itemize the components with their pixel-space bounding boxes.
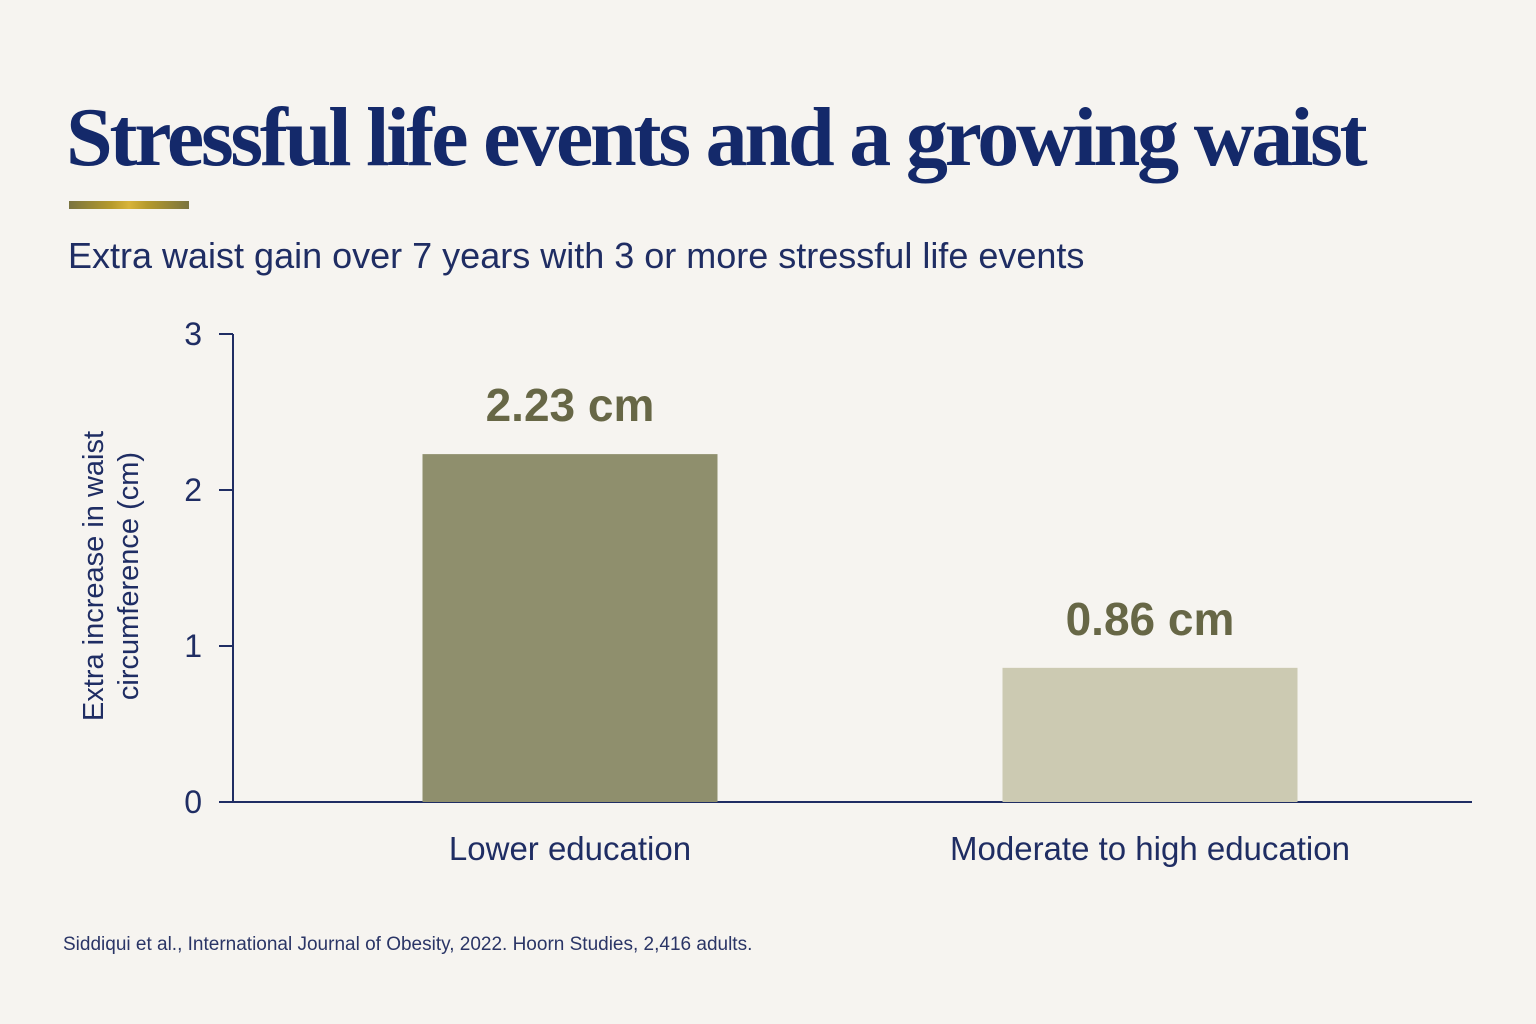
bar-value-label: 0.86 cm bbox=[1066, 593, 1235, 645]
y-axis-label-line-2: circumference (cm) bbox=[113, 452, 145, 700]
x-category-label: Lower education bbox=[449, 830, 691, 867]
y-axis-label: Extra increase in waist circumference (c… bbox=[78, 431, 145, 721]
source-citation: Siddiqui et al., International Journal o… bbox=[63, 934, 753, 955]
chart-title: Stressful life events and a growing wais… bbox=[66, 91, 1368, 184]
title-underline-accent bbox=[69, 201, 189, 209]
y-tick-label: 0 bbox=[184, 784, 202, 820]
y-tick-label: 2 bbox=[184, 472, 202, 508]
bar-value-label: 2.23 cm bbox=[486, 379, 655, 431]
bar bbox=[422, 454, 718, 802]
x-category-label: Moderate to high education bbox=[950, 830, 1350, 867]
plot-area: 0 1 2 3 2.23 cm Lower education 0.86 cm Moderat… bbox=[184, 316, 1472, 867]
y-tick-label: 1 bbox=[184, 628, 202, 664]
y-axis-label-line-1: Extra increase in waist bbox=[78, 431, 110, 721]
y-tick-label: 3 bbox=[184, 316, 202, 352]
bar bbox=[1002, 667, 1298, 802]
chart-subtitle: Extra waist gain over 7 years with 3 or … bbox=[68, 235, 1085, 276]
